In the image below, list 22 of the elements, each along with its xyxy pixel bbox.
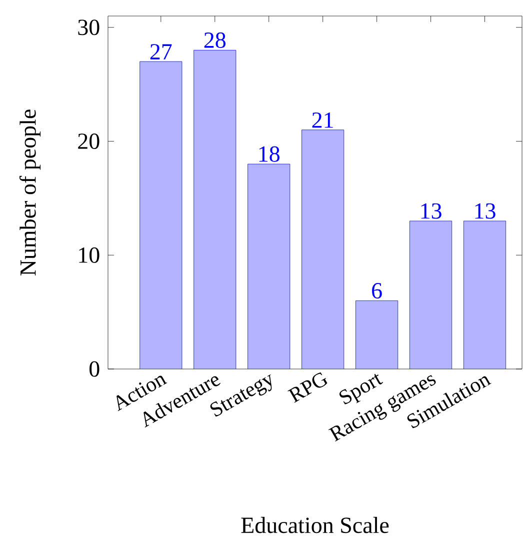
data-label: 21 — [312, 112, 333, 128]
y-tick-label: 20 — [78, 133, 100, 150]
bar — [464, 220, 506, 369]
data-label: 13 — [475, 203, 496, 219]
y-tick-label: 10 — [79, 247, 100, 263]
y-tick-label: 0 — [90, 361, 100, 377]
bar — [140, 62, 182, 369]
bar — [248, 164, 290, 369]
data-label: 27 — [150, 44, 172, 60]
y-tick-label: 30 — [78, 20, 100, 36]
y-axis-title: Number of people — [19, 110, 41, 276]
bar — [302, 130, 344, 369]
x-tick-label: Sport — [339, 374, 384, 404]
bar — [194, 50, 236, 369]
x-tick-label: RPG — [288, 372, 328, 403]
data-label: 6 — [372, 283, 382, 298]
x-axis-title: Education Scale — [241, 516, 389, 534]
bar — [356, 300, 398, 369]
data-label: 13 — [421, 203, 442, 219]
data-label: 18 — [259, 146, 280, 162]
data-label: 28 — [204, 32, 226, 48]
bar — [410, 220, 452, 369]
